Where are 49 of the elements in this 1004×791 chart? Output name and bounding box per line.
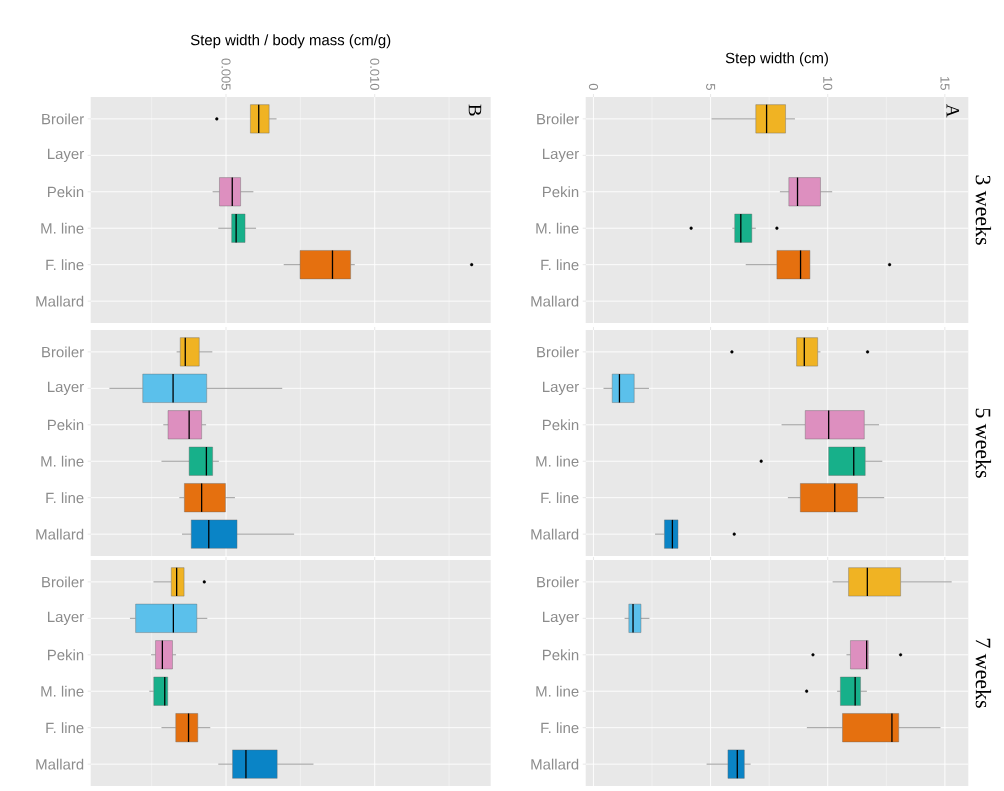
y-tick-label: Broiler <box>537 576 579 588</box>
y-tick-label: Pekin <box>48 649 84 661</box>
y-tick-label: Layer <box>48 611 84 626</box>
x-tick-label: 5 <box>706 83 716 90</box>
y-tick-label: Pekin <box>543 649 579 661</box>
y-tick-label: Mallard <box>36 758 84 770</box>
x-axis-title: Step width (cm) <box>725 52 828 67</box>
y-tick-label: M. line <box>536 455 579 467</box>
annotation: A <box>946 104 960 118</box>
y-tick-label: Mallard <box>36 295 84 307</box>
y2-axis-title: 3 weeks <box>975 175 992 245</box>
y2-axis-title: 7 weeks <box>975 638 992 708</box>
y-tick-label: Broiler <box>537 346 579 358</box>
y-tick-label: Broiler <box>42 346 84 358</box>
x-axis-title: Step width / body mass (cm/g) <box>190 34 391 49</box>
y-tick-label: F. line <box>541 722 579 734</box>
y-tick-label: Pekin <box>543 186 579 198</box>
y-tick-label: M. line <box>536 222 579 234</box>
y-tick-label: F. line <box>541 492 579 504</box>
x-tick-label: 0.010 <box>370 58 380 90</box>
y-tick-label: M. line <box>536 685 579 697</box>
y-tick-label: Layer <box>543 381 579 396</box>
y-tick-label: Pekin <box>48 419 84 431</box>
y-tick-label: Broiler <box>537 113 579 125</box>
x-tick-label: 0.005 <box>221 58 231 90</box>
y-tick-label: Mallard <box>36 528 84 540</box>
y-tick-label: F. line <box>541 259 579 271</box>
y-tick-label: F. line <box>46 722 84 734</box>
y-tick-label: Layer <box>543 611 579 626</box>
y-tick-label: Pekin <box>48 186 84 198</box>
y-tick-label: Pekin <box>543 419 579 431</box>
y-tick-label: Mallard <box>531 295 579 307</box>
y-tick-label: Mallard <box>531 528 579 540</box>
x-tick-label: 15 <box>940 77 950 90</box>
y-tick-label: Layer <box>48 381 84 396</box>
x-tick-label: 0 <box>588 83 599 90</box>
x-tick-label: 10 <box>823 77 833 90</box>
y-tick-label: Layer <box>543 148 579 163</box>
y2-axis-title: 5 weeks <box>975 408 992 478</box>
y-tick-label: Broiler <box>42 113 84 125</box>
y-tick-label: Broiler <box>42 576 84 588</box>
y-tick-label: Mallard <box>531 758 579 770</box>
annotation: B <box>468 104 482 116</box>
y-tick-label: M. line <box>41 222 84 234</box>
y-tick-label: M. line <box>41 685 84 697</box>
y-tick-label: Layer <box>48 148 84 163</box>
y-tick-label: F. line <box>46 259 84 271</box>
y-tick-label: M. line <box>41 455 84 467</box>
y-tick-label: F. line <box>46 492 84 504</box>
